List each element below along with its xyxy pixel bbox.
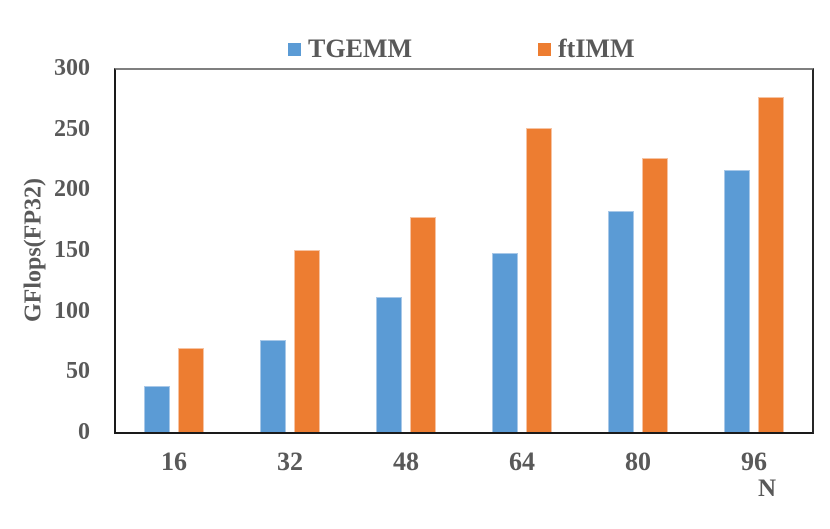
y-tick-label-0: 0 xyxy=(78,419,90,445)
plot-area xyxy=(114,68,814,434)
bar-TGEMM-64 xyxy=(492,253,518,432)
bar-ftIMM-80 xyxy=(642,158,668,432)
y-tick-label-150: 150 xyxy=(54,237,90,263)
x-tick-label-96: 96 xyxy=(741,447,767,476)
bar-TGEMM-80 xyxy=(608,211,634,432)
legend-item-TGEMM: TGEMM xyxy=(288,36,412,62)
bar-ftIMM-64 xyxy=(526,128,552,432)
legend-label: TGEMM xyxy=(308,34,412,63)
bar-ftIMM-48 xyxy=(410,217,436,432)
bar-TGEMM-48 xyxy=(376,297,402,432)
x-axis-title: N xyxy=(757,475,777,502)
x-tick-label-16: 16 xyxy=(161,447,187,476)
x-tick-label-48: 48 xyxy=(393,447,419,476)
chart-legend: TGEMM ftIMM xyxy=(288,36,635,62)
legend-swatch-icon xyxy=(288,42,301,56)
bar-ftIMM-96 xyxy=(758,97,784,432)
bar-ftIMM-32 xyxy=(294,250,320,432)
y-tick-label-50: 50 xyxy=(66,358,90,384)
x-tick-label-80: 80 xyxy=(625,447,651,476)
y-tick-label-250: 250 xyxy=(54,116,90,142)
y-tick-label-300: 300 xyxy=(54,55,90,81)
legend-item-ftIMM: ftIMM xyxy=(538,36,635,62)
x-tick-label-32: 32 xyxy=(277,447,303,476)
bar-TGEMM-96 xyxy=(724,170,750,432)
legend-swatch-icon xyxy=(538,42,551,56)
bar-TGEMM-16 xyxy=(144,386,170,432)
y-tick-label-100: 100 xyxy=(54,298,90,324)
legend-label: ftIMM xyxy=(558,34,635,63)
bar-TGEMM-32 xyxy=(260,340,286,432)
y-tick-label-200: 200 xyxy=(54,176,90,202)
bar-ftIMM-16 xyxy=(178,348,204,432)
x-tick-label-64: 64 xyxy=(509,447,535,476)
